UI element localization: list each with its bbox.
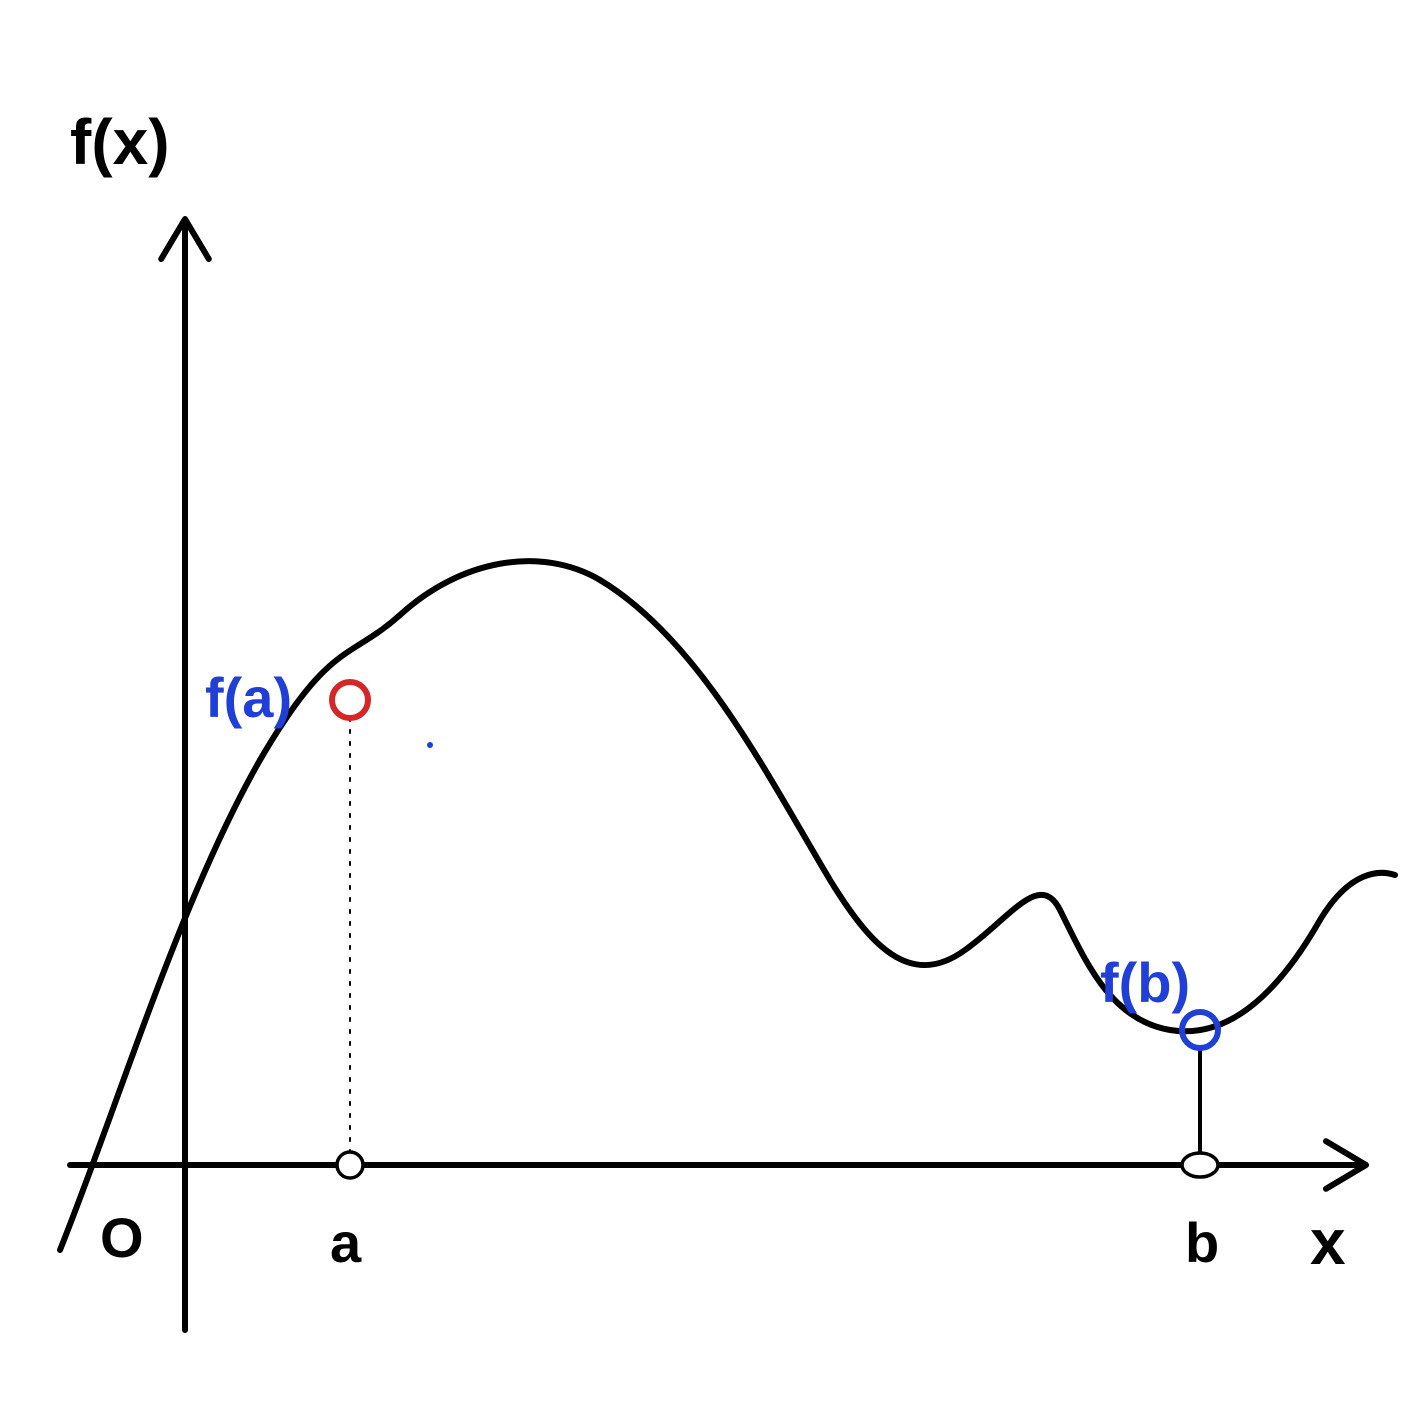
point-fa-marker — [332, 682, 368, 718]
tick-b-marker — [1182, 1153, 1218, 1177]
point-fa-label: f(a) — [205, 670, 292, 726]
origin-label: O — [100, 1210, 144, 1266]
x-axis-label: x — [1310, 1210, 1346, 1274]
tick-a-marker — [337, 1152, 363, 1178]
point-fb-label: f(b) — [1100, 955, 1190, 1011]
tick-b-label: b — [1185, 1215, 1219, 1271]
y-axis-label: f(x) — [70, 110, 170, 174]
blue-speck — [427, 742, 433, 748]
function-curve — [60, 561, 1395, 1250]
tick-a-label: a — [330, 1215, 361, 1271]
sketch-stage: f(x) x O a b f(a) f(b) — [0, 0, 1417, 1414]
